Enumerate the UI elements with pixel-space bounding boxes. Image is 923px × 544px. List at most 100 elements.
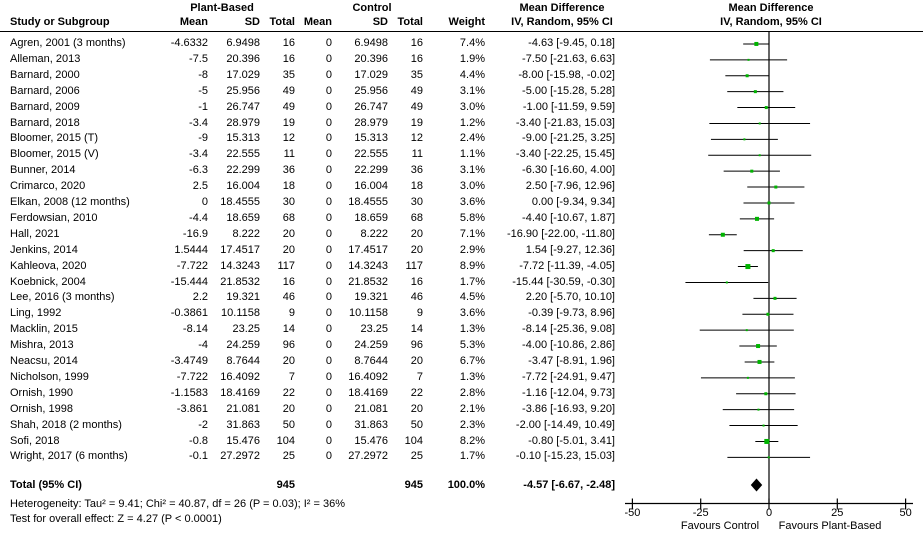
mean-control: 0	[325, 68, 332, 81]
total-control: 46	[410, 291, 423, 304]
total-control: 36	[410, 164, 423, 177]
sd-control: 16.4092	[348, 370, 388, 383]
study-name: Barnard, 2018	[10, 116, 80, 129]
ci-text: -8.00 [-15.98, -0.02]	[518, 68, 615, 81]
study-row: Mishra, 2013 -4 24.259 96 0 24.259 96 5.3% -4.00…	[0, 338, 923, 354]
ci-text: -3.40 [-21.83, 15.03]	[515, 116, 615, 129]
heterogeneity-text: Heterogeneity: Tau² = 9.41; Chi² = 40.87…	[10, 498, 345, 510]
mean-control: 0	[325, 52, 332, 65]
weight: 1.7%	[459, 275, 485, 288]
study-name: Agren, 2001 (3 months)	[10, 37, 126, 49]
weight: 3.0%	[459, 100, 485, 113]
point-estimate-marker	[771, 249, 775, 253]
total-plant-based: 18	[282, 180, 295, 193]
weight: 5.3%	[459, 339, 485, 352]
study-row: Lee, 2016 (3 months) 2.2 19.321 46 0 19.321 46…	[0, 290, 923, 306]
total-plant-based: 46	[282, 291, 295, 304]
ci-text: -0.80 [-5.01, 3.41]	[528, 434, 615, 447]
ci-text: 2.20 [-5.70, 10.10]	[525, 291, 615, 304]
mean-control: 0	[325, 164, 332, 177]
total-control: 68	[410, 211, 423, 224]
mean-plant-based: -5	[198, 84, 208, 97]
sd-plant-based: 23.25	[232, 323, 260, 336]
col-header-iv-ci-text: IV, Random, 95% CI	[511, 16, 613, 28]
sd-control: 8.222	[360, 227, 388, 240]
study-name: Shah, 2018 (2 months)	[10, 418, 122, 431]
axis-tick-label: -25	[692, 507, 709, 519]
weight: 8.2%	[459, 434, 485, 447]
mean-plant-based: 2.2	[192, 291, 208, 304]
mean-plant-based: -1.1583	[170, 386, 208, 399]
ci-text: -9.00 [-21.25, 3.25]	[522, 132, 615, 145]
study-name: Ferdowsian, 2010	[10, 211, 98, 224]
point-estimate-marker	[747, 58, 750, 61]
sd-control: 15.476	[354, 434, 388, 447]
mean-control: 0	[325, 180, 332, 193]
mean-control: 0	[325, 148, 332, 161]
total-plant-based: 16	[282, 275, 295, 288]
total-n-control: 945	[404, 478, 423, 491]
total-plant-based: 49	[282, 84, 295, 97]
sd-control: 14.3243	[348, 259, 388, 272]
weight: 7.1%	[459, 227, 485, 240]
ci-text: -15.44 [-30.59, -0.30]	[512, 275, 615, 288]
mean-control: 0	[325, 323, 332, 336]
mean-plant-based: -8	[198, 68, 208, 81]
weight: 3.6%	[459, 196, 485, 208]
weight: 5.8%	[459, 211, 485, 224]
total-control: 96	[410, 339, 423, 352]
mean-control: 0	[325, 402, 332, 415]
total-control: 49	[410, 84, 423, 97]
total-label: Total (95% CI)	[10, 478, 82, 491]
weight: 7.4%	[459, 37, 485, 49]
mean-control: 0	[325, 84, 332, 97]
col-header-study: Study or Subgroup	[10, 16, 110, 28]
study-name: Bunner, 2014	[10, 164, 76, 177]
mean-control: 0	[325, 450, 332, 463]
study-row: Agren, 2001 (3 months) -4.6332 6.9498 16 0 6.…	[0, 36, 923, 52]
study-row: Barnard, 2006 -5 25.956 49 0 25.956 49 3.1% -5.0…	[0, 84, 923, 100]
sd-control: 18.4169	[348, 386, 388, 399]
mean-control: 0	[325, 339, 332, 352]
study-row: Barnard, 2000 -8 17.029 35 0 17.029 35 4.4% -8.0…	[0, 68, 923, 84]
point-estimate-marker	[757, 359, 762, 364]
group-header-plant-based: Plant-Based	[190, 2, 254, 14]
point-estimate-marker	[754, 216, 759, 221]
total-control: 16	[410, 275, 423, 288]
mean-plant-based: -3.4	[189, 116, 208, 129]
sd-control: 21.8532	[348, 275, 388, 288]
weight: 1.3%	[459, 323, 485, 336]
sd-control: 18.4555	[348, 196, 388, 208]
total-control: 20	[410, 243, 423, 256]
study-name: Hall, 2021	[10, 227, 60, 240]
study-row: Hall, 2021 -16.9 8.222 20 0 8.222 20 7.1% -16.90…	[0, 227, 923, 243]
total-weight: 100.0%	[447, 478, 485, 491]
mean-plant-based: 2.5	[192, 180, 208, 193]
total-control: 16	[410, 37, 423, 49]
col-header-total-1: Total	[269, 16, 295, 28]
sd-plant-based: 21.081	[226, 402, 260, 415]
weight: 3.0%	[459, 180, 485, 193]
study-name: Ling, 1992	[10, 307, 62, 320]
mean-plant-based: -15.444	[170, 275, 208, 288]
study-name: Barnard, 2009	[10, 100, 80, 113]
point-estimate-marker	[757, 408, 760, 411]
sd-plant-based: 26.747	[226, 100, 260, 113]
favours-plant-based-label: Favours Plant-Based	[778, 520, 882, 532]
sd-plant-based: 22.299	[226, 164, 260, 177]
total-plant-based: 20	[282, 243, 295, 256]
weight: 1.7%	[459, 450, 485, 463]
total-plant-based: 20	[282, 355, 295, 367]
study-name: Lee, 2016 (3 months)	[10, 291, 115, 304]
study-name: Ornish, 1990	[10, 386, 73, 399]
point-estimate-marker	[754, 41, 759, 46]
sd-plant-based: 21.8532	[220, 275, 260, 288]
point-estimate-marker	[750, 169, 754, 173]
study-row: Wright, 2017 (6 months) -0.1 27.2972 25 0 27.…	[0, 449, 923, 465]
study-name: Barnard, 2006	[10, 84, 80, 97]
col-header-mean-1: Mean	[179, 16, 208, 28]
study-name: Sofi, 2018	[10, 434, 60, 447]
mean-control: 0	[325, 434, 332, 447]
mean-control: 0	[325, 132, 332, 145]
mean-plant-based: 1.5444	[174, 243, 208, 256]
